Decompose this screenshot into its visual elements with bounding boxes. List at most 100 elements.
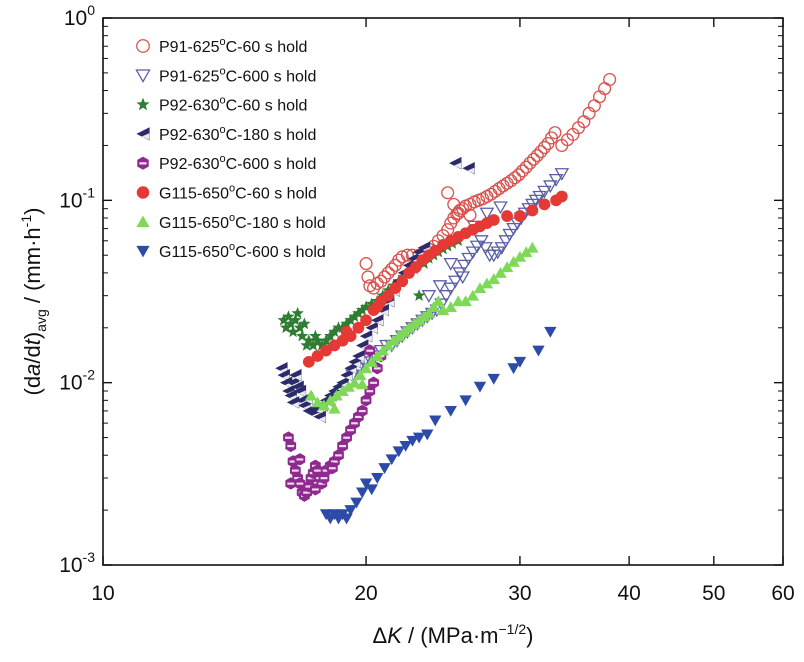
data-point — [479, 207, 495, 221]
data-point — [462, 162, 475, 175]
data-point — [399, 440, 412, 452]
data-marks — [275, 72, 617, 525]
legend-marker — [136, 127, 150, 141]
data-point — [371, 301, 384, 313]
data-point — [515, 164, 530, 178]
plot-frame — [102, 17, 784, 566]
data-point — [480, 277, 494, 289]
data-point — [412, 289, 426, 301]
data-point — [352, 321, 365, 334]
x-tick-label: 10 — [91, 582, 114, 605]
data-point — [538, 198, 551, 211]
data-point — [354, 369, 367, 381]
x-tick-label: 60 — [771, 582, 794, 605]
data-point — [493, 201, 508, 215]
data-point — [344, 362, 357, 375]
y-axis-label-slash: /d — [20, 345, 45, 363]
data-point — [512, 168, 526, 182]
y-tick-label-exp: 0 — [87, 2, 95, 18]
y-tick-label: 10-3 — [59, 549, 95, 577]
data-point — [461, 252, 476, 266]
legend-label-alloy: P91-625 — [159, 39, 220, 56]
data-point — [279, 321, 293, 334]
data-point — [364, 344, 376, 357]
data-point — [514, 210, 526, 222]
legend-label: P92-630oC-60 s hold — [159, 95, 307, 115]
data-point — [330, 389, 343, 401]
data-point — [449, 156, 462, 170]
data-point — [465, 246, 481, 260]
data-point — [506, 222, 521, 236]
data-point — [294, 453, 306, 466]
y-tick-label: 10-2 — [59, 367, 95, 395]
y-axis-label-var-t: t — [20, 338, 45, 345]
data-point — [459, 395, 472, 407]
legend-label-degree: o — [220, 124, 226, 136]
y-axis-label-sup: -1 — [18, 215, 34, 228]
data-point — [474, 235, 489, 248]
legend-marker — [136, 39, 150, 53]
data-point — [523, 156, 537, 170]
data-point — [537, 185, 552, 199]
legend-label-hold: C-60 s hold — [235, 186, 317, 203]
data-point — [368, 376, 379, 389]
data-point — [542, 180, 558, 194]
data-point — [427, 301, 440, 312]
data-point — [311, 396, 324, 408]
data-point — [359, 478, 373, 490]
x-tick-label: 40 — [617, 582, 640, 605]
data-point — [277, 313, 290, 326]
data-point — [365, 321, 378, 334]
data-point — [378, 270, 392, 284]
data-point — [356, 404, 368, 418]
y-tick-label-exp: -1 — [83, 184, 96, 200]
data-point — [342, 380, 355, 392]
data-point — [444, 301, 457, 312]
data-point — [469, 240, 485, 254]
legend-label: G115-650oC-60 s hold — [159, 183, 317, 203]
x-axis-label-prefix: Δ — [373, 623, 388, 648]
data-point — [548, 126, 562, 140]
data-point — [371, 473, 384, 484]
data-point — [285, 477, 297, 490]
data-point — [291, 306, 304, 319]
data-point — [421, 290, 437, 303]
data-point — [295, 329, 309, 342]
data-point — [526, 204, 539, 217]
data-point — [356, 487, 369, 499]
data-point — [300, 338, 313, 351]
data-point — [443, 257, 459, 271]
legend-item-6: G115-650oC-60 s hold — [136, 183, 317, 203]
y-tick-label-base: 10 — [59, 372, 82, 395]
data-point — [317, 399, 331, 411]
data-point — [436, 304, 450, 316]
y-axis-label: (da/dt)avg / (mm·h-1) — [18, 208, 49, 396]
data-point — [487, 373, 500, 385]
data-point — [532, 190, 547, 204]
data-point — [526, 241, 539, 253]
data-point — [324, 394, 337, 406]
data-point — [356, 378, 369, 390]
y-tick-label: 10-1 — [59, 184, 95, 212]
data-point — [304, 389, 318, 401]
data-point — [293, 321, 307, 334]
legend-label-alloy: P91-625 — [159, 68, 220, 85]
data-point — [376, 303, 389, 317]
data-point — [365, 356, 378, 367]
legend-item-1: P91-625oC-60 s hold — [136, 36, 307, 56]
data-point — [359, 362, 373, 374]
data-point — [501, 210, 513, 222]
data-point — [352, 349, 365, 363]
x-axis-label: ΔK / (MPa·m−1/2) — [373, 621, 534, 648]
data-point — [328, 402, 341, 414]
data-point — [395, 250, 409, 264]
data-point — [406, 435, 419, 447]
data-point — [502, 228, 518, 242]
data-point — [371, 314, 384, 327]
data-point — [370, 276, 384, 291]
legend-label-degree: o — [229, 241, 235, 253]
data-point — [313, 410, 326, 423]
legend-item-7: G115-650oC-180 s hold — [136, 212, 326, 232]
data-point — [282, 310, 295, 322]
data-point — [324, 329, 337, 342]
